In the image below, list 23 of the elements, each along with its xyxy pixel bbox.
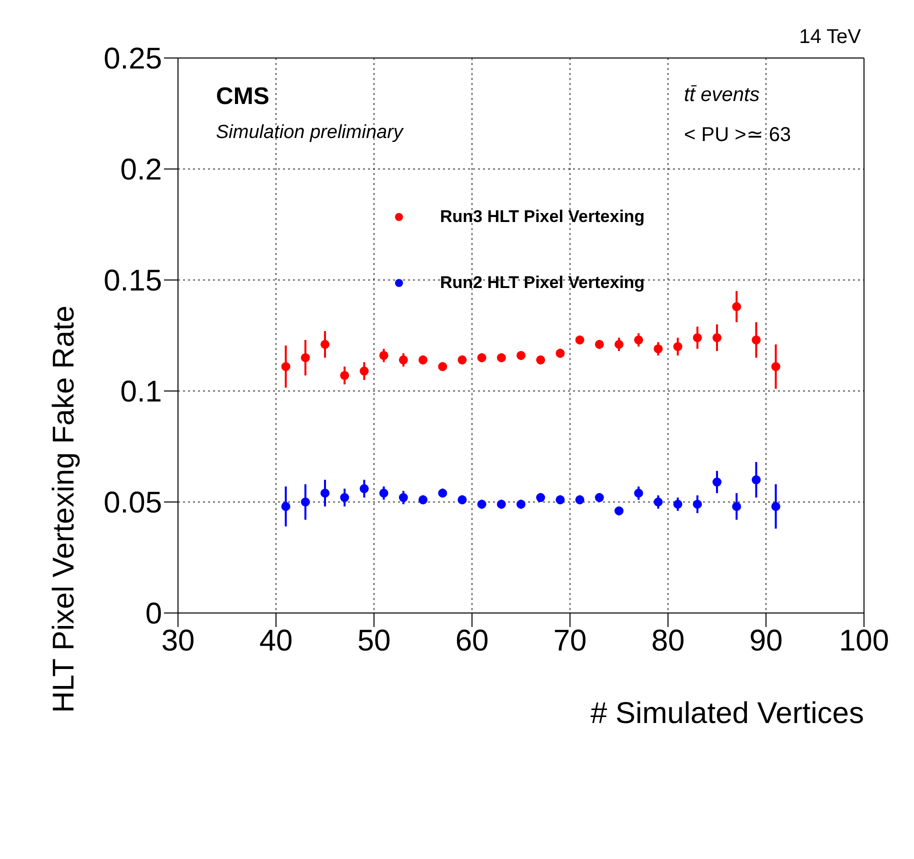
y-tick-label: 0.05: [104, 486, 162, 520]
annotation: < PU >≃ 63: [684, 123, 792, 147]
y-axis-title: HLT Pixel Vertexing Fake Rate: [48, 306, 81, 713]
y-tick-label: 0.25: [104, 42, 162, 76]
annotation: 14 TeV: [799, 26, 861, 49]
x-tick-label: 40: [259, 624, 293, 658]
x-tick-label: 90: [749, 624, 783, 658]
annotation: Simulation preliminary: [216, 122, 403, 144]
annotation: tt̄ events: [684, 84, 760, 107]
x-tick-label: 80: [651, 624, 685, 658]
y-tick-label: 0.1: [120, 376, 162, 409]
legend-label: Run3 HLT Pixel Vertexing: [440, 207, 645, 227]
y-tick-label: 0: [145, 598, 162, 631]
y-tick-label: 0.2: [120, 154, 162, 187]
x-tick-label: 60: [455, 624, 489, 658]
annotation: CMS: [216, 83, 270, 111]
legend-label: Run2 HLT Pixel Vertexing: [440, 273, 645, 293]
x-tick-label: 50: [357, 624, 391, 658]
y-tick-label: 0.15: [104, 264, 162, 298]
x-tick-label: 100: [838, 624, 890, 658]
x-tick-label: 70: [553, 624, 587, 658]
x-tick-label: 30: [161, 624, 195, 658]
x-axis-title: # Simulated Vertices: [590, 697, 864, 730]
